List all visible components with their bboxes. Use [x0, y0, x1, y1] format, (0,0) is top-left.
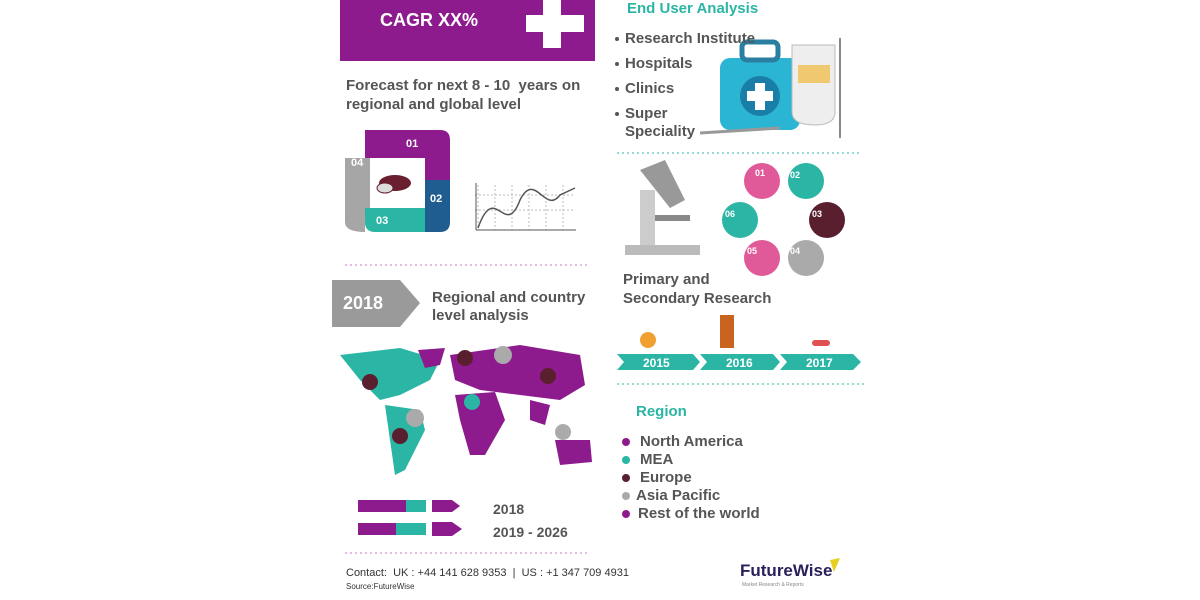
timeline-year: 2015	[643, 356, 670, 370]
end-user-title: End User Analysis	[627, 0, 759, 17]
source: Source:FutureWise	[346, 582, 415, 591]
people-year: 2018	[493, 501, 525, 517]
timeline-year: 2017	[806, 356, 833, 370]
timeline-year: 2016	[726, 356, 753, 370]
end-user: Research Institute	[625, 30, 756, 47]
region: MEA	[640, 451, 674, 468]
forecast: regional and global level	[346, 96, 522, 113]
hexagon-label: 03	[812, 209, 823, 219]
research: Primary and	[623, 271, 710, 288]
end-user: Speciality	[625, 123, 696, 140]
research: Secondary Research	[623, 290, 772, 307]
contact: Contact: UK : +44 141 628 9353 | US : +1…	[346, 567, 629, 579]
hexagon-label: 05	[747, 246, 758, 256]
cycle-label: 03	[376, 215, 389, 227]
hexagon-label: 02	[790, 170, 801, 180]
cycle-label: 01	[406, 138, 419, 150]
region: North America	[640, 433, 743, 450]
hexagon-label: 06	[725, 209, 736, 219]
arrow-year: 2018	[343, 293, 384, 313]
region-title: Region	[636, 403, 687, 420]
people-year: 2019 - 2026	[493, 524, 568, 540]
end-user: Clinics	[625, 80, 675, 97]
forecast: Forecast for next 8 - 10 years on	[346, 77, 581, 94]
logo: FutureWise	[740, 561, 833, 580]
regional: level analysis	[432, 307, 529, 324]
region: Asia Pacific	[636, 487, 721, 504]
region: Europe	[640, 469, 692, 486]
cagr: CAGR XX%	[380, 10, 479, 30]
end-user: Super	[625, 105, 668, 122]
cycle-label: 04	[351, 157, 364, 169]
hexagon-label: 04	[790, 246, 801, 256]
cycle-label: 02	[430, 193, 443, 205]
region: Rest of the world	[638, 505, 760, 522]
hexagon-label: 01	[755, 168, 766, 178]
tagline: Market Research & Reports	[742, 582, 804, 588]
regional: Regional and country	[432, 289, 586, 306]
end-user: Hospitals	[625, 55, 693, 72]
